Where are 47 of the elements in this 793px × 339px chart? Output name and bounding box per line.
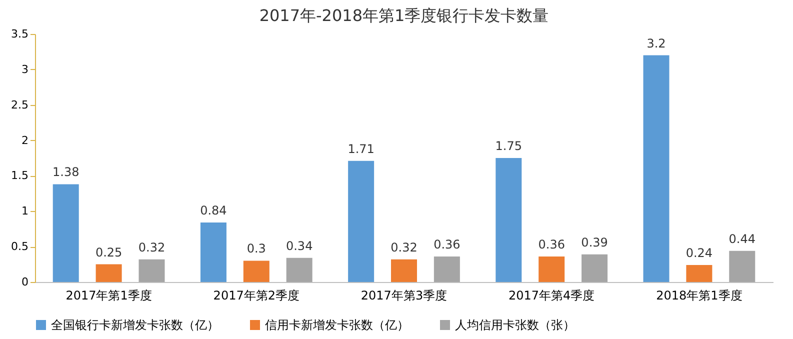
bar [348, 160, 374, 282]
data-label: 0.25 [95, 245, 122, 260]
bar [200, 222, 226, 282]
data-label: 0.32 [390, 240, 418, 254]
bar [686, 264, 712, 282]
data-label: 0.39 [581, 235, 608, 250]
data-label: 1.75 [495, 139, 522, 153]
x-tick-label: 2017年第1季度 [66, 288, 152, 302]
x-tick-label: 2018年第1季度 [656, 288, 742, 302]
bar [52, 184, 79, 282]
bar [582, 254, 608, 282]
y-tick-label: 3.5 [11, 28, 28, 40]
data-label: 0.34 [286, 238, 313, 253]
bar [496, 158, 522, 282]
bar [434, 256, 460, 282]
data-label: 0.36 [538, 237, 565, 252]
bar [538, 256, 565, 282]
legend-label: 人均信用卡张数（张） [455, 318, 575, 332]
data-label: 1.38 [52, 165, 80, 180]
y-tick-label: 3 [22, 62, 28, 76]
data-label: 0.3 [246, 242, 266, 256]
data-label: 0.24 [686, 246, 713, 260]
x-tick-label: 2017年第2季度 [213, 288, 300, 302]
x-tick-label: 2017年第3季度 [360, 288, 448, 302]
bar [138, 259, 165, 282]
x-tick-label: 2017年第4季度 [508, 288, 595, 302]
y-tick-label: 0 [22, 276, 28, 288]
legend-label: 全国银行卡新增发卡张数（亿） [51, 318, 219, 332]
data-label: 0.44 [728, 232, 756, 246]
data-label: 3.2 [646, 36, 666, 50]
bar [643, 55, 670, 282]
bar [243, 260, 270, 282]
y-tick-label: 1.5 [11, 169, 28, 182]
bar [286, 258, 312, 282]
legend-label: 信用卡新增发卡张数（亿） [265, 318, 409, 332]
y-tick-label: 2 [22, 134, 28, 147]
bar [96, 264, 122, 282]
data-label: 0.32 [138, 240, 166, 254]
bar [729, 250, 756, 282]
data-label: 0.84 [200, 203, 227, 218]
bar [391, 259, 417, 282]
chart-title: 2017年-2018年第1季度银行卡发卡数量 [259, 6, 549, 25]
y-tick-label: 0.5 [11, 240, 28, 254]
data-label: 1.71 [348, 142, 374, 156]
data-label: 0.36 [434, 237, 460, 252]
y-tick-label: 1 [22, 204, 28, 218]
y-tick-label: 2.5 [11, 98, 28, 112]
